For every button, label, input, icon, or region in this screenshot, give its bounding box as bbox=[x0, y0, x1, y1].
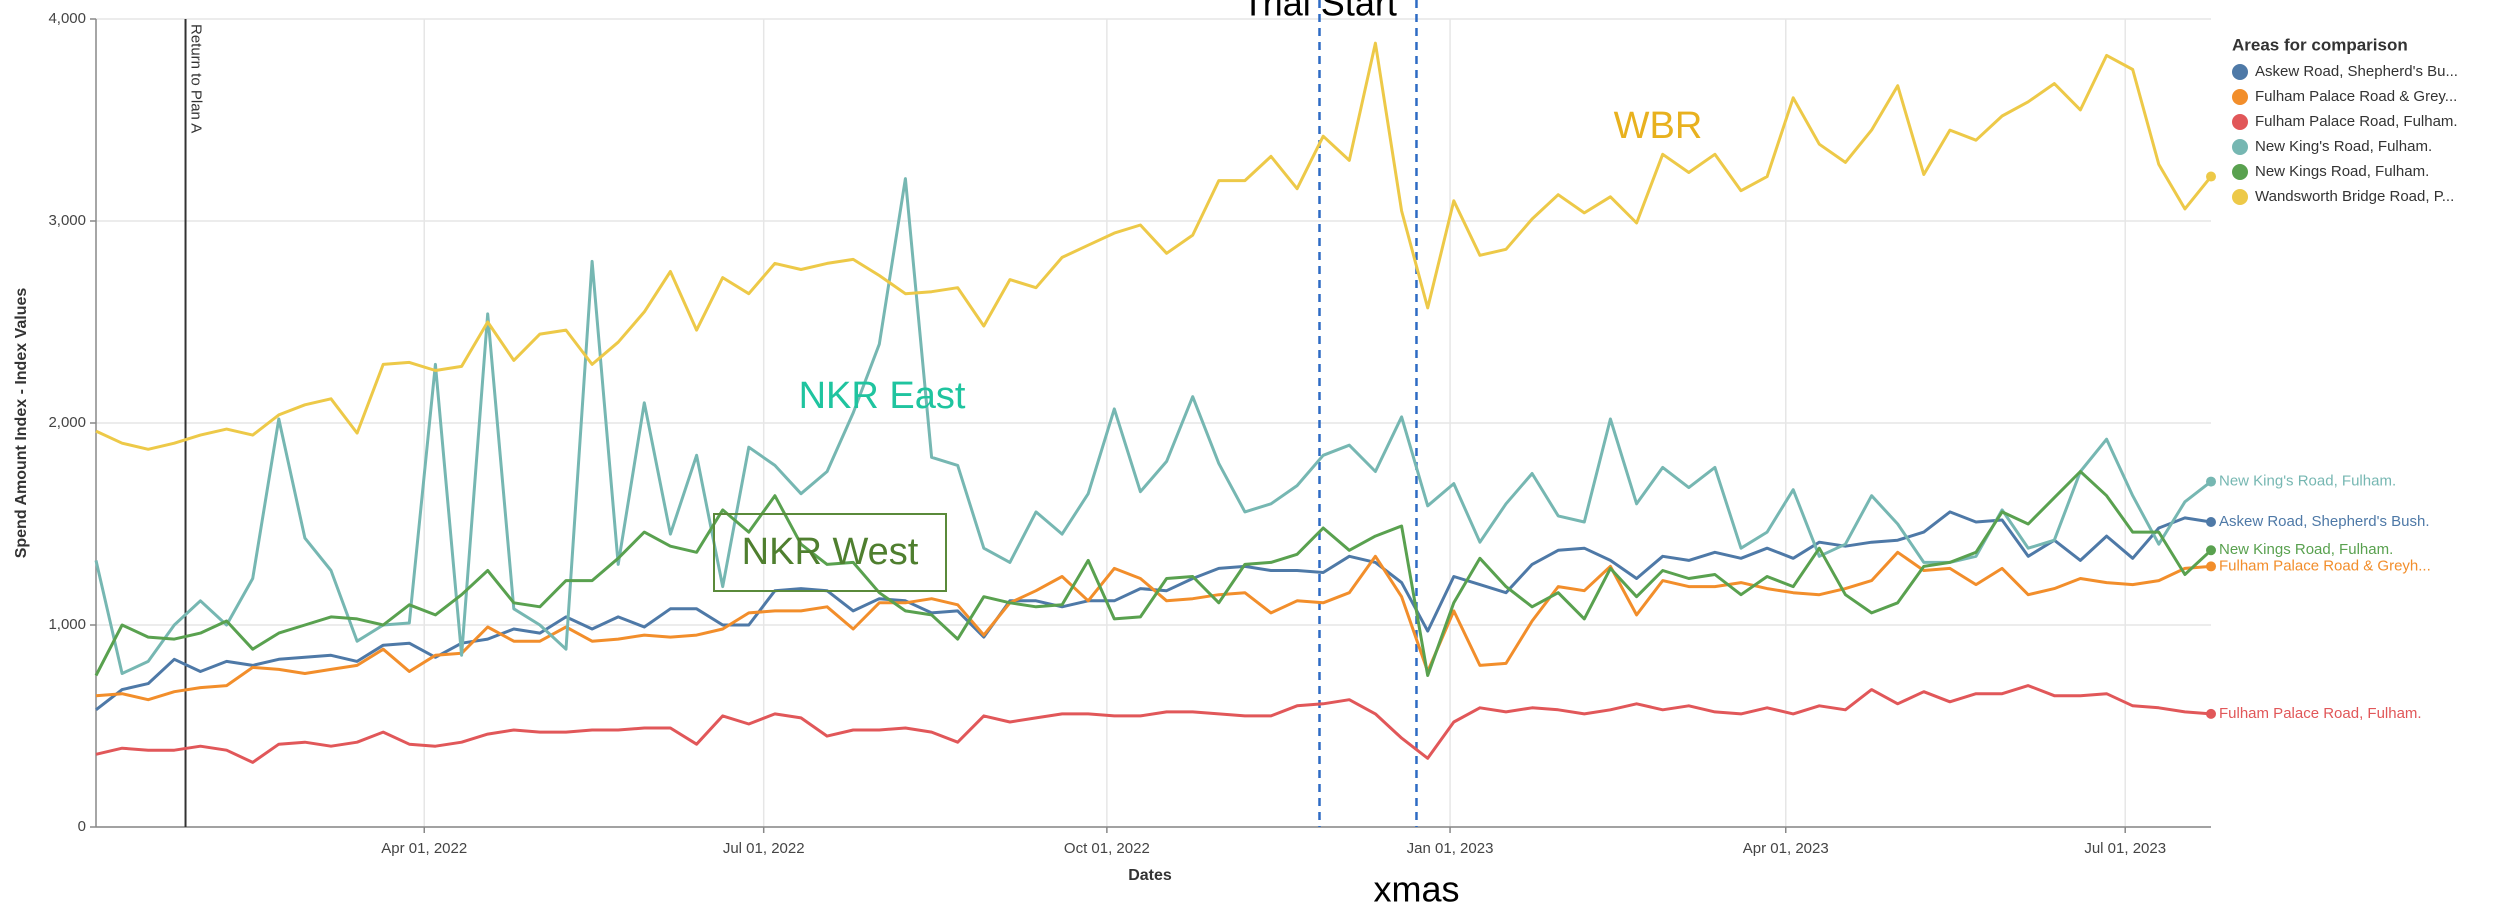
legend-label: Askew Road, Shepherd's Bu... bbox=[2255, 63, 2458, 80]
legend-label: Fulham Palace Road & Grey... bbox=[2255, 88, 2457, 105]
legend-label: Wandsworth Bridge Road, P... bbox=[2255, 188, 2454, 205]
end-label: Fulham Palace Road, Fulham. bbox=[2219, 705, 2422, 722]
y-tick-label: 2,000 bbox=[48, 414, 86, 431]
marker-label: xmas bbox=[1373, 869, 1459, 910]
legend-label: New King's Road, Fulham. bbox=[2255, 138, 2432, 155]
x-tick-label: Jul 01, 2022 bbox=[723, 840, 805, 857]
series-line bbox=[95, 684, 2212, 764]
end-label: New King's Road, Fulham. bbox=[2219, 473, 2396, 490]
x-axis-label: Dates bbox=[1128, 867, 1172, 884]
end-point bbox=[2206, 708, 2216, 719]
end-point bbox=[2206, 171, 2216, 182]
y-axis-label: Spend Amount Index - Index Values bbox=[13, 288, 30, 559]
x-tick-label: Jan 01, 2023 bbox=[1407, 840, 1494, 857]
series-line bbox=[94, 177, 2212, 675]
series-line bbox=[95, 41, 2213, 451]
y-tick-label: 3,000 bbox=[48, 212, 86, 229]
legend-label: Fulham Palace Road, Fulham. bbox=[2255, 113, 2458, 130]
annotation: NKR West bbox=[742, 531, 919, 573]
legend-title: Areas for comparison bbox=[2232, 35, 2408, 54]
legend-swatch bbox=[2232, 114, 2248, 130]
legend-swatch bbox=[2232, 89, 2248, 105]
annotation: WBR bbox=[1614, 105, 1703, 147]
marker-label: Return to Plan A bbox=[188, 24, 205, 133]
y-tick-label: 0 bbox=[78, 818, 86, 835]
legend-label: New Kings Road, Fulham. bbox=[2255, 163, 2429, 180]
series-line bbox=[94, 470, 2213, 677]
end-point bbox=[2206, 561, 2216, 572]
x-tick-label: Jul 01, 2023 bbox=[2084, 840, 2166, 857]
end-label: Fulham Palace Road & Greyh... bbox=[2219, 557, 2431, 574]
x-tick-label: Apr 01, 2022 bbox=[381, 840, 467, 857]
legend-swatch bbox=[2232, 139, 2248, 155]
legend-swatch bbox=[2232, 189, 2248, 205]
y-tick-label: 1,000 bbox=[48, 616, 86, 633]
x-tick-label: Apr 01, 2023 bbox=[1743, 840, 1829, 857]
y-tick-label: 4,000 bbox=[48, 10, 86, 27]
marker-label: Trial Start bbox=[1242, 0, 1397, 24]
annotation: NKR East bbox=[799, 375, 966, 417]
end-label: New Kings Road, Fulham. bbox=[2219, 541, 2393, 558]
end-label: Askew Road, Shepherd's Bush. bbox=[2219, 513, 2429, 530]
end-point bbox=[2206, 516, 2216, 527]
legend-swatch bbox=[2232, 164, 2248, 180]
series-line bbox=[95, 550, 2212, 702]
annotation-box bbox=[713, 513, 947, 592]
end-point bbox=[2206, 476, 2216, 487]
legend-swatch bbox=[2232, 64, 2248, 80]
end-point bbox=[2206, 545, 2216, 556]
x-tick-label: Oct 01, 2022 bbox=[1064, 840, 1150, 857]
